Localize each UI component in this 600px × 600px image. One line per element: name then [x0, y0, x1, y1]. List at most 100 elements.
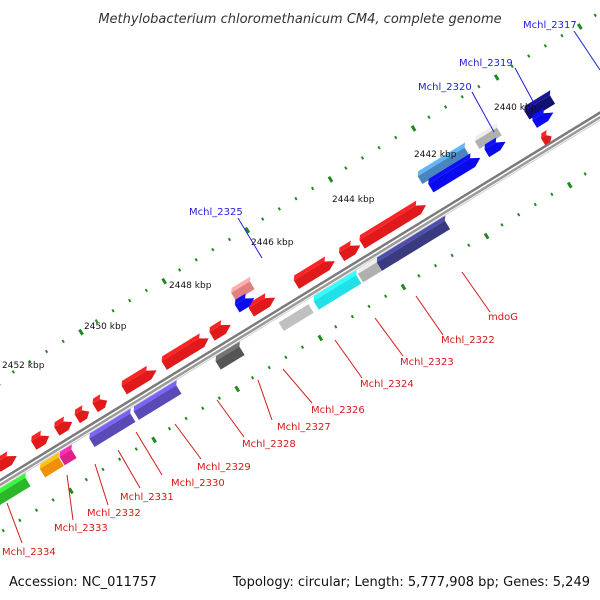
tick-mark — [460, 94, 464, 99]
gene-arrow[interactable] — [29, 428, 52, 450]
gene-body — [31, 435, 50, 450]
gene-mchl-2334[interactable] — [0, 472, 33, 510]
gene-arrow[interactable] — [426, 150, 483, 193]
gene-top-face — [293, 256, 325, 281]
leader-line — [117, 449, 141, 489]
gene-mchl-2328[interactable] — [132, 380, 185, 420]
backbone-line — [0, 76, 600, 518]
tick-mark — [477, 84, 481, 89]
gene-label-mdog[interactable]: mdoG — [488, 312, 518, 323]
tick-mark — [227, 237, 232, 242]
tick-mark — [134, 447, 138, 451]
gene-mchl-2331[interactable] — [38, 452, 67, 478]
gene-arrow[interactable] — [187, 331, 211, 354]
tick-mark — [493, 74, 500, 81]
tick-mark — [294, 196, 298, 201]
gene-arrow[interactable] — [207, 317, 233, 341]
gene-label-mchl-2326[interactable]: Mchl_2326 — [311, 405, 365, 416]
gene-arrow[interactable] — [482, 135, 508, 158]
tick-mark — [44, 349, 49, 354]
gene-label-mchl-2322[interactable]: Mchl_2322 — [441, 335, 495, 346]
gene-arrow[interactable] — [91, 393, 110, 413]
tick-mark — [250, 375, 255, 380]
gene-arrow[interactable] — [292, 253, 338, 289]
gene-mchl-2326[interactable] — [213, 341, 247, 370]
tick-mark — [18, 518, 22, 523]
gene-mchl-2330[interactable] — [57, 444, 79, 466]
gene-mchl-2324[interactable] — [277, 299, 317, 332]
gene-arrow[interactable] — [73, 404, 92, 424]
gene-arrow[interactable] — [247, 290, 278, 317]
tick-mark — [184, 416, 188, 421]
gene-top-face — [89, 408, 131, 439]
top-gene-labels: Mchl_2317 Mchl_2319 Mchl_2320 Mchl_2325 — [189, 20, 600, 259]
gene-top-face — [532, 108, 544, 121]
gene-mchl-2320[interactable] — [416, 142, 472, 184]
gene-arrow[interactable] — [233, 291, 257, 313]
gene-top-face — [540, 130, 547, 139]
tick-mark — [317, 334, 324, 342]
gene-label-mchl-2317[interactable]: Mchl_2317 — [523, 20, 577, 31]
gene-label-mchl-2328[interactable]: Mchl_2328 — [242, 439, 296, 450]
tick-mark — [267, 365, 271, 370]
gene-label-mchl-2319[interactable]: Mchl_2319 — [459, 58, 513, 69]
tick-mark — [383, 294, 388, 298]
kbp-label-2442: 2442 kbp — [414, 150, 457, 160]
gene-arrow[interactable] — [530, 105, 556, 128]
gene-label-mchl-2320[interactable]: Mchl_2320 — [418, 82, 472, 93]
gene-label-mchl-2327[interactable]: Mchl_2327 — [277, 422, 331, 433]
gene-mchl-2329[interactable] — [87, 408, 138, 448]
gene-top-face — [278, 299, 309, 323]
gene-body — [188, 338, 209, 354]
gene-body — [234, 298, 255, 313]
gene-mchl-2325[interactable] — [229, 276, 257, 301]
gene-label-mchl-2331[interactable]: Mchl_2331 — [120, 492, 174, 503]
tick-mark — [527, 54, 531, 58]
gene-label-mchl-2323[interactable]: Mchl_2323 — [400, 357, 454, 368]
tick-mark — [500, 223, 504, 227]
gene-label-mchl-2333[interactable]: Mchl_2333 — [54, 523, 108, 534]
tick-mark — [360, 156, 365, 160]
tick-mark — [144, 288, 148, 293]
tick-mark — [427, 115, 431, 119]
kbp-label-2440: 2440 kbp — [494, 103, 537, 113]
gene-arrow[interactable] — [119, 363, 159, 395]
gene-label-mchl-2329[interactable]: Mchl_2329 — [197, 462, 251, 473]
gene-body — [0, 477, 31, 510]
gene-body — [248, 297, 276, 317]
gene-arrow[interactable] — [337, 238, 363, 262]
gene-mchl-2323[interactable] — [311, 269, 364, 310]
tick-mark — [28, 359, 32, 364]
gene-top-face — [188, 333, 200, 345]
gene-label-mchl-2324[interactable]: Mchl_2324 — [360, 379, 414, 390]
tick-mark — [377, 145, 381, 150]
gene-label-mchl-2325[interactable]: Mchl_2325 — [189, 207, 243, 218]
gene-body — [39, 457, 64, 478]
tick-mark — [261, 217, 265, 221]
leader-line — [461, 271, 491, 313]
gene-top-face — [215, 341, 240, 362]
gene-arrow[interactable] — [0, 448, 19, 472]
gene-arrow[interactable] — [357, 198, 428, 249]
gene-mchl-2322[interactable] — [356, 257, 385, 283]
tick-mark — [68, 487, 74, 495]
gene-top-face — [428, 153, 471, 184]
tick-mark — [161, 277, 168, 285]
gene-label-mchl-2330[interactable]: Mchl_2330 — [171, 478, 225, 489]
tick-mark — [84, 477, 88, 482]
backbone-line — [0, 80, 600, 522]
gene-body — [428, 157, 481, 193]
gene-top-face — [31, 430, 41, 442]
gene-mchl-2317[interactable] — [522, 90, 557, 120]
leader-line — [6, 502, 23, 544]
gene-arrow[interactable] — [539, 130, 554, 146]
gene-top-face — [54, 416, 64, 428]
gene-arrow[interactable] — [52, 414, 75, 436]
gene-mdog[interactable] — [375, 215, 453, 271]
kbp-label-2450: 2450 kbp — [84, 322, 127, 332]
leader-line — [471, 91, 495, 133]
gene-label-mchl-2334[interactable]: Mchl_2334 — [2, 547, 56, 558]
gene-label-mchl-2332[interactable]: Mchl_2332 — [87, 508, 141, 519]
gene-top-face — [92, 394, 101, 404]
